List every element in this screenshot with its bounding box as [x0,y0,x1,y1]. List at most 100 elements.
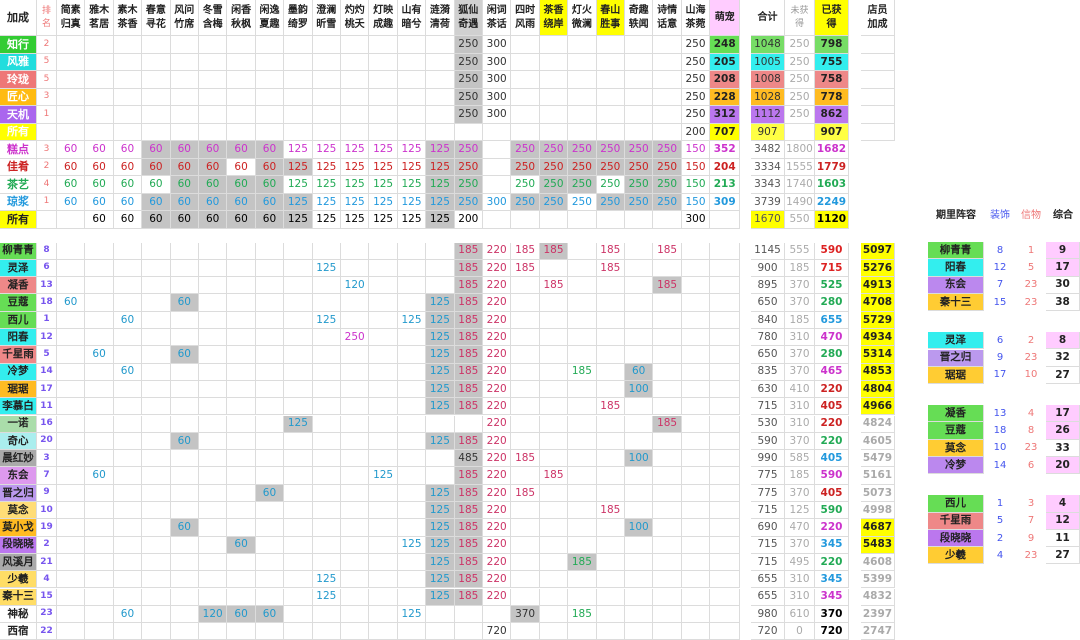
char-value [539,588,569,606]
char-obtained: 470 [815,329,849,347]
row-value: 60 [255,158,285,176]
side-decor: 18 [993,425,1007,437]
char-value [369,502,398,520]
char-value [170,311,199,329]
side-member-name: 柳青青 [928,242,984,260]
char-pet [710,311,741,329]
char-value [199,380,228,399]
char-value: 125 [312,311,341,329]
char-value [397,277,427,295]
side-member-name: 少羲 [928,547,984,565]
char-value [397,346,427,364]
row-value [511,211,540,229]
row-value: 60 [170,158,199,176]
row-value [312,71,341,89]
row-value [85,53,114,71]
row-value [653,88,682,106]
row-value: 150 [681,158,711,176]
header-col-9: 澄澜 昕雪 [312,0,341,36]
char-total: 900 [751,259,785,278]
char-value: 125 [397,311,427,329]
row-value [511,53,540,71]
char-staff-bonus: 2747 [861,623,895,640]
char-value [113,623,143,640]
char-total: 840 [751,311,785,329]
char-value [539,502,569,520]
char-value [681,398,711,416]
char-value [199,450,228,468]
row-value [369,123,398,141]
char-total: 630 [751,380,785,399]
row-value [426,106,455,124]
char-value [681,259,711,278]
row-value: 60 [170,211,199,229]
char-rank: 15 [37,588,57,606]
char-value [653,259,682,278]
side-decor: 12 [993,261,1007,273]
char-value [199,623,228,640]
row-value [255,36,285,54]
char-value [142,277,171,295]
char-name: 奇心 [0,432,37,451]
char-unobtained: 470 [785,519,815,537]
char-value [426,415,455,433]
char-obtained: 220 [815,519,849,537]
row-value: 60 [142,141,171,159]
row-value: 60 [227,141,256,159]
row-value: 250 [539,193,569,211]
char-value [85,623,114,640]
char-value [511,380,540,399]
char-value: 220 [483,450,512,468]
char-value: 220 [483,242,512,260]
row-value: 60 [57,158,86,176]
char-value [199,519,228,537]
char-value: 185 [596,242,625,260]
row-value [483,123,512,141]
char-name: 少羲 [0,571,37,589]
char-total: 895 [751,277,785,295]
char-value [341,519,370,537]
char-value: 185 [454,277,483,295]
row-value [199,71,228,89]
row-value [284,106,313,124]
char-value [568,588,597,606]
char-value [255,553,285,572]
char-value [568,450,597,468]
row-value: 125 [369,158,398,176]
char-value: 185 [539,467,569,485]
row-value [142,36,171,54]
side-score: 17 [1046,405,1080,423]
char-value [596,571,625,589]
char-name: 阳春 [0,329,37,347]
char-value [85,329,114,347]
char-value [341,536,370,554]
row-total: 3739 [751,193,785,211]
header-col-1: 雅木 茗居 [85,0,114,36]
char-value [369,398,398,416]
char-value [227,311,256,329]
char-value: 185 [454,467,483,485]
char-unobtained: 585 [785,450,815,468]
char-value [255,311,285,329]
row-value [341,71,370,89]
char-value: 185 [596,502,625,520]
char-value [341,398,370,416]
side-score: 27 [1046,366,1080,385]
char-value: 220 [483,398,512,416]
char-value [511,346,540,364]
char-value [113,346,143,364]
char-obtained: 280 [815,346,849,364]
char-value [199,588,228,606]
header-rank: 排 名 [37,0,57,36]
char-value [284,311,313,329]
side-score: 27 [1046,547,1080,565]
char-value [227,623,256,640]
row-pet: 204 [710,158,741,176]
row-value [653,106,682,124]
char-value: 125 [426,432,455,451]
header-col-5: 冬雪 含梅 [199,0,228,36]
row-value: 125 [397,141,427,159]
row-value: 60 [255,211,285,229]
char-pet [710,450,741,468]
row-value [454,123,483,141]
